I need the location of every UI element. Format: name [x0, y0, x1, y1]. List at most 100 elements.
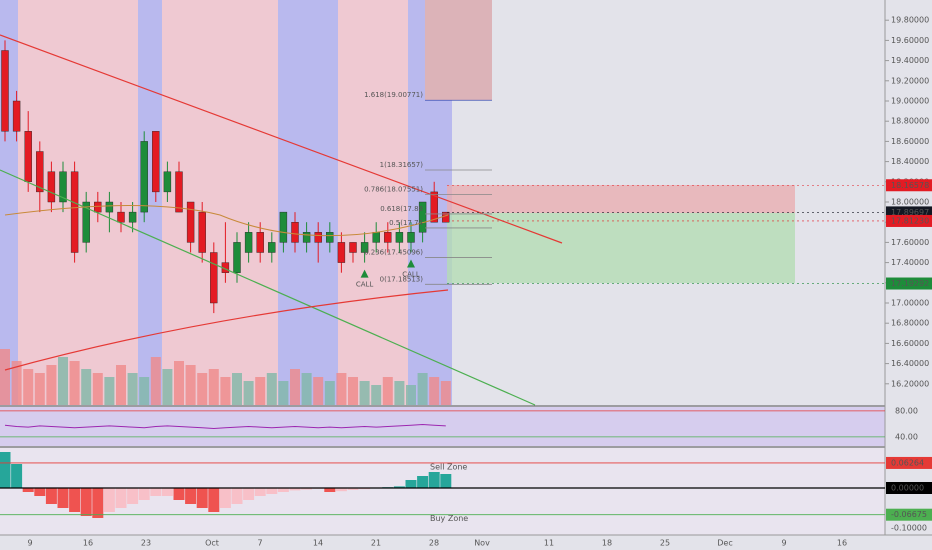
volume-bar	[81, 369, 92, 405]
x-tick-label: Nov	[474, 539, 490, 548]
candle-body	[372, 232, 380, 243]
volume-bar	[417, 373, 428, 405]
osc-bar	[440, 474, 452, 488]
candle-body	[70, 171, 79, 253]
candle-body	[198, 211, 206, 253]
price-badge	[886, 179, 932, 192]
osc-bar	[127, 488, 139, 504]
volume-bar	[336, 373, 347, 405]
osc-tick-label: 0.06264	[891, 458, 924, 467]
osc-bar	[150, 488, 162, 496]
candle-body	[59, 171, 67, 203]
target-zone	[447, 213, 795, 283]
x-tick-label: 7	[257, 539, 262, 548]
fib-label: 0.236(17.45096)	[364, 248, 423, 256]
stop-zone	[447, 185, 795, 213]
candle-body	[302, 232, 311, 243]
osc-bar	[219, 488, 231, 508]
x-tick-label: 9	[781, 539, 786, 548]
moving-average	[4, 205, 449, 237]
x-tick-label: 28	[429, 539, 439, 548]
y-tick-label: 17.40000	[891, 258, 929, 267]
osc-bar	[277, 488, 289, 492]
fib-label: 1(18.31657)	[380, 161, 424, 169]
volume-bar	[185, 365, 196, 405]
signal-marker	[360, 269, 369, 278]
y-tick-label: 16.80000	[891, 319, 929, 328]
y-tick-label: 16.40000	[891, 359, 929, 368]
candle-body	[349, 242, 357, 253]
zone-label: Buy Zone	[430, 514, 468, 523]
signal-marker	[407, 259, 415, 268]
volume-bar	[208, 369, 219, 405]
osc-bar	[405, 480, 417, 488]
candle-body	[47, 171, 56, 203]
fib-label: 0.5(17.74	[389, 219, 423, 227]
candle-body	[268, 242, 276, 253]
candle-body	[314, 232, 322, 243]
volume-bar	[290, 369, 300, 405]
osc-tick-label: -0.06675	[891, 510, 927, 519]
volume-bar	[371, 385, 382, 405]
volume-bar	[116, 365, 126, 405]
y-tick-label: 16.60000	[891, 339, 929, 348]
y-tick-label: 18.40000	[891, 157, 929, 166]
volume-bar	[429, 377, 440, 405]
candle-body	[175, 171, 183, 213]
osc-bar	[417, 476, 429, 488]
volume-bar	[406, 385, 416, 405]
volume-bar	[162, 369, 173, 405]
volume-bar	[46, 365, 57, 405]
osc-badge	[886, 508, 932, 521]
osc-bar	[393, 486, 405, 488]
x-tick-label: 14	[313, 539, 323, 548]
candle-body	[117, 211, 125, 223]
candle-body	[337, 242, 346, 263]
moving-average	[4, 289, 449, 371]
candle-body	[244, 232, 253, 253]
volume-bar	[220, 377, 231, 405]
volume-bar	[394, 381, 405, 405]
volume-bar	[139, 377, 150, 405]
osc-bar	[11, 464, 23, 488]
x-tick-label: Dec	[717, 539, 732, 548]
candle-body	[384, 232, 392, 243]
osc-bar	[243, 488, 255, 500]
y-tick-label: 16.20000	[891, 379, 929, 388]
candle-body	[36, 151, 44, 193]
price-badge	[886, 277, 932, 290]
volume-bar	[104, 377, 115, 405]
candle-body	[24, 131, 32, 183]
candle-body	[128, 211, 137, 223]
osc-bar	[335, 488, 347, 492]
candle-body	[210, 252, 218, 304]
osc-bar	[428, 472, 440, 488]
rsi-panel	[0, 407, 885, 446]
volume-bar	[324, 381, 335, 405]
candle-body	[152, 131, 160, 193]
candle-body	[360, 242, 369, 253]
x-tick-label: 9	[27, 539, 32, 548]
volume-bar	[278, 381, 289, 405]
price-badge-label: 17.81230	[891, 216, 929, 225]
osc-bar	[45, 488, 57, 504]
candle-body	[186, 201, 195, 243]
x-tick-label: Oct	[205, 539, 219, 548]
osc-bar	[22, 488, 34, 492]
candle-body	[407, 232, 415, 243]
y-tick-label: 19.40000	[891, 56, 929, 65]
y-tick-label: 17.60000	[891, 238, 929, 247]
candle-body	[418, 201, 427, 233]
osc-badge	[886, 456, 932, 469]
candle-body	[1, 50, 9, 132]
volume-bar	[255, 377, 266, 405]
candle-body	[326, 232, 334, 243]
fib-label: 0(17.18513)	[380, 275, 424, 283]
y-tick-label: 18.80000	[891, 117, 929, 126]
osc-bar	[301, 488, 313, 490]
x-tick-label: 16	[83, 539, 93, 548]
fib-label: 0.786(18.07551)	[364, 185, 423, 193]
osc-bar	[208, 488, 220, 512]
osc-bar	[173, 488, 185, 500]
